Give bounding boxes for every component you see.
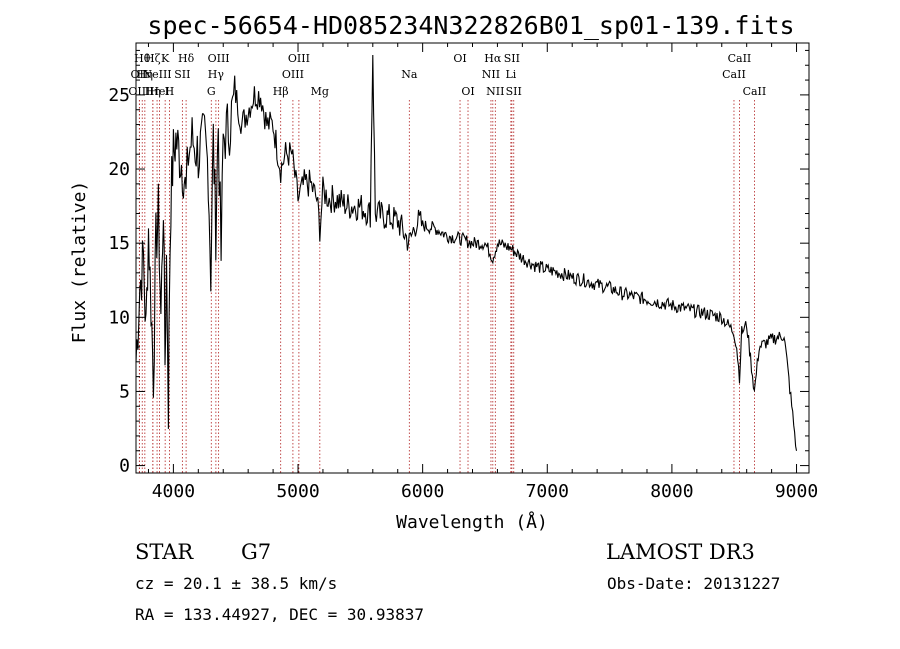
line-id-label: OI (461, 85, 474, 98)
line-id-label: OIII (288, 52, 310, 65)
x-axis-label: Wavelength (Å) (396, 511, 548, 533)
line-id-label: NII (482, 68, 500, 81)
line-id-label: Hζ (145, 52, 161, 65)
line-id-label: Hγ (208, 68, 225, 81)
line-labels: HθOIIHηOIIIHηHζNeIIIHeIKHSIIHδGHγOIIIHβO… (128, 52, 766, 98)
x-axis-ticks: 4000 5000 6000 7000 8000 9000 (147, 43, 818, 502)
line-id-label: SII (506, 85, 522, 98)
line-id-label: G (207, 85, 216, 98)
line-id-label: OII (131, 68, 149, 81)
x-tick-label: 6000 (401, 481, 444, 502)
spectrum-line (135, 54, 798, 451)
y-tick-label: 15 (108, 233, 130, 254)
chart-title: spec-56654-HD085234N322826B01_sp01-139.f… (147, 11, 794, 40)
line-id-label: OIII (282, 68, 304, 81)
subclass: G7 (241, 540, 271, 564)
line-id-label: Hδ (178, 52, 195, 65)
x-tick-label: 8000 (650, 481, 693, 502)
line-id-label: H (165, 85, 175, 98)
observation-date: Obs-Date: 20131227 (607, 574, 780, 593)
line-id-label: OI (453, 52, 466, 65)
line-markers (138, 100, 755, 473)
y-tick-label: 10 (108, 307, 130, 328)
y-tick-label: 25 (108, 85, 130, 106)
line-id-label: Li (505, 68, 516, 81)
line-id-label: Mg (311, 85, 329, 98)
line-id-label: CaII (728, 52, 752, 65)
x-tick-label: 9000 (775, 481, 818, 502)
x-tick-label: 5000 (276, 481, 319, 502)
line-id-label: OIII (208, 52, 230, 65)
coordinates: RA = 133.44927, DEC = 30.93837 (135, 605, 424, 624)
line-id-label: Na (401, 68, 418, 81)
line-id-label: Hη (145, 85, 161, 98)
line-id-label: CaII (722, 68, 746, 81)
line-id-label: Hβ (273, 85, 289, 98)
line-id-label: Hα (484, 52, 502, 65)
line-id-label: SII (504, 52, 520, 65)
line-id-label: Hθ (134, 52, 151, 65)
y-tick-label: 0 (119, 456, 130, 477)
y-tick-label: 20 (108, 159, 130, 180)
line-id-label: K (161, 52, 170, 65)
x-tick-label: 7000 (526, 481, 569, 502)
line-id-label: NII (486, 85, 504, 98)
redshift-velocity: cz = 20.1 ± 38.5 km/s (135, 574, 337, 593)
y-axis-label: Flux (relative) (69, 181, 90, 344)
line-id-label: Hη (137, 68, 153, 81)
line-id-label: HeI (149, 85, 169, 98)
object-class: STAR (135, 540, 194, 564)
y-axis-ticks: 0 5 10 15 20 25 (108, 49, 809, 477)
y-tick-label: 5 (119, 381, 130, 402)
x-tick-label: 4000 (152, 481, 195, 502)
survey-name: LAMOST DR3 (606, 540, 755, 564)
line-id-label: CaII (743, 85, 767, 98)
line-id-label: SII (174, 68, 190, 81)
line-id-label: NeIII (142, 68, 171, 81)
